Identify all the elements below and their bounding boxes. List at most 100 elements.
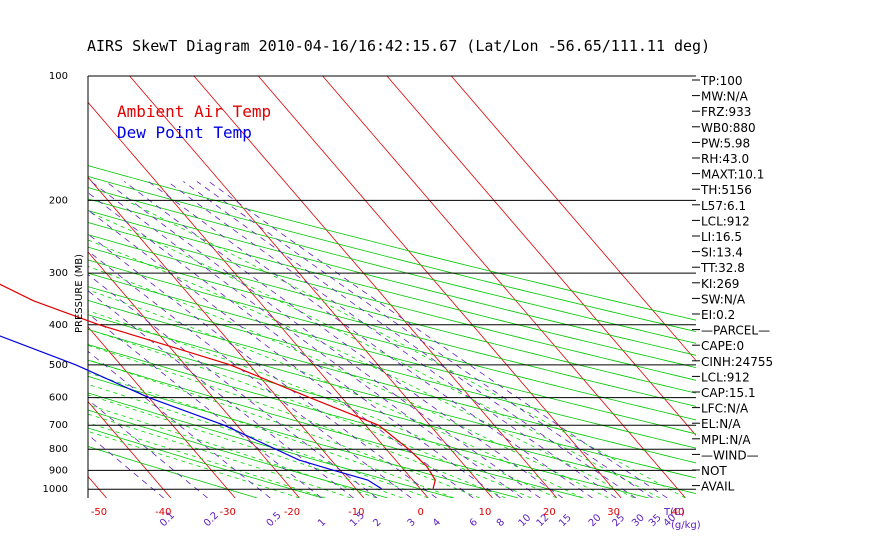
mixing-ratio-line xyxy=(88,233,437,498)
pressure-grid xyxy=(88,199,696,490)
index-label: EI:0.2 xyxy=(701,308,735,322)
pressure-tick-label: 400 xyxy=(49,320,68,331)
index-label: LI:16.5 xyxy=(701,230,742,244)
dry-adiabat-line xyxy=(88,286,696,449)
mixing-ratio-tick-label: 0.2 xyxy=(202,510,221,529)
index-label: MAXT:10.1 xyxy=(701,168,764,182)
dry-adiabat-line xyxy=(88,210,696,369)
mixing-ratio-line xyxy=(88,399,208,498)
pressure-tick-labels: 100 200 300 400 500 600 700 800 900 1000 xyxy=(43,71,68,495)
dry-adiabat-line xyxy=(88,246,696,407)
temperature-bottom-tick-labels: -50 -40 -30 -20 -10 0 10 20 30 40 xyxy=(91,507,685,518)
index-label: LFC:N/A xyxy=(701,402,749,416)
pressure-tick-label: 700 xyxy=(49,420,68,431)
index-label: LCL:912 xyxy=(701,214,750,228)
mixing-ratio-tick-label: 0.5 xyxy=(265,510,284,529)
mixing-ratio-line xyxy=(183,181,637,498)
series-lines xyxy=(0,283,436,490)
moist-adiabat-line xyxy=(88,310,558,498)
index-label: LCL:912 xyxy=(701,370,750,384)
ambient-air-temp-line xyxy=(0,283,436,489)
dry-adiabat-line xyxy=(88,359,584,498)
dry-adiabat-line xyxy=(88,187,696,344)
mixing-ratio-tick-label: 30 xyxy=(630,512,647,529)
index-label: CINH:24755 xyxy=(701,355,773,369)
bottom-tick-label: -50 xyxy=(91,507,107,518)
dry-adiabat-line xyxy=(88,446,258,498)
bottom-tick-label: 20 xyxy=(543,507,556,518)
index-label: KI:269 xyxy=(701,277,739,291)
bottom-tick-label: 10 xyxy=(479,507,492,518)
mixing-ratio-line xyxy=(88,313,322,498)
mixing-ratio-line xyxy=(148,181,593,498)
dry-adiabat-line xyxy=(88,176,696,333)
moist-adiabat-line xyxy=(88,404,377,498)
mixing-ratio-tick-label: 1 xyxy=(316,517,328,529)
dry-adiabat-line xyxy=(88,259,696,421)
mixing-ratio-line xyxy=(123,181,563,498)
dry-adiabat-line xyxy=(88,344,649,498)
index-label: TT:32.8 xyxy=(700,261,745,275)
mixing-ratio-tick-label: 4 xyxy=(431,517,443,529)
pressure-tick-label: 100 xyxy=(49,71,68,82)
isotherm-line xyxy=(450,76,696,362)
mixing-ratio-line xyxy=(208,181,668,498)
dry-adiabat-line xyxy=(88,222,696,381)
dry-adiabat-line xyxy=(88,392,454,498)
isotherm-line xyxy=(88,326,236,498)
dry-adiabat-line xyxy=(88,272,696,435)
bottom-tick-label: -10 xyxy=(348,507,364,518)
bottom-tick-label: -40 xyxy=(155,507,171,518)
y-axis-label: PRESSURE (MB) xyxy=(74,254,85,333)
mixing-ratio-line xyxy=(88,192,501,498)
index-label: AVAIL xyxy=(701,480,735,494)
bottom-tick-label: 30 xyxy=(607,507,620,518)
moist-adiabat-line xyxy=(88,372,455,498)
pressure-tick-label: 1000 xyxy=(43,484,68,495)
pressure-tick-label: 900 xyxy=(49,465,68,476)
mixing-ratio-line xyxy=(196,181,653,498)
pressure-tick-label: 800 xyxy=(49,444,68,455)
mixing-ratio-tick-label: 10 xyxy=(517,512,534,529)
moist-adiabat-line xyxy=(88,394,403,498)
pressure-tick-label: 500 xyxy=(49,360,68,371)
moist-adiabat-line xyxy=(88,265,609,498)
index-label: NOT xyxy=(701,464,727,478)
index-label: EL:N/A xyxy=(701,417,741,431)
index-label: RH:43.0 xyxy=(701,152,749,166)
bottom-tick-label: -20 xyxy=(284,507,300,518)
index-label: TP:100 xyxy=(700,74,743,88)
dry-adiabat-line xyxy=(88,165,696,321)
index-label: CAP:15.1 xyxy=(701,386,756,400)
moist-adiabat-line xyxy=(88,344,506,498)
index-label: TH:5156 xyxy=(700,183,752,197)
isotherm-line xyxy=(129,76,493,498)
x-unit-label: T(C) xyxy=(663,507,685,518)
mixing-ratio-tick-label: 8 xyxy=(495,517,507,529)
dew-point-temp-line xyxy=(0,335,382,490)
index-label: MW:N/A xyxy=(701,90,749,104)
dry-adiabat-line xyxy=(88,234,696,394)
moist-adiabat-line xyxy=(88,239,635,498)
mixing-ratio-line xyxy=(88,290,354,498)
dry-adiabat-line xyxy=(88,328,696,495)
isotherm-line xyxy=(88,401,172,498)
index-label: FRZ:933 xyxy=(701,105,751,119)
mixing-ratio-tick-label: 3 xyxy=(406,517,418,529)
index-label: WB0:880 xyxy=(701,121,756,135)
mixing-ratio-line xyxy=(167,181,617,498)
isotherm-line xyxy=(322,76,686,498)
index-label: —PARCEL— xyxy=(701,324,770,338)
pressure-tick-label: 300 xyxy=(49,268,68,279)
moist-adiabat-line xyxy=(88,359,480,498)
bottom-tick-label: 0 xyxy=(417,507,423,518)
index-label: —WIND— xyxy=(701,448,759,462)
chart-title: AIRS SkewT Diagram 2010-04-16/16:42:15.6… xyxy=(87,37,710,55)
moist-adiabat-line xyxy=(88,328,532,498)
mixing-ratio-tick-label: 6 xyxy=(468,517,480,529)
dry-adiabat-line xyxy=(88,198,696,356)
index-label: MPL:N/A xyxy=(701,433,751,447)
isotherm-line xyxy=(88,251,300,498)
